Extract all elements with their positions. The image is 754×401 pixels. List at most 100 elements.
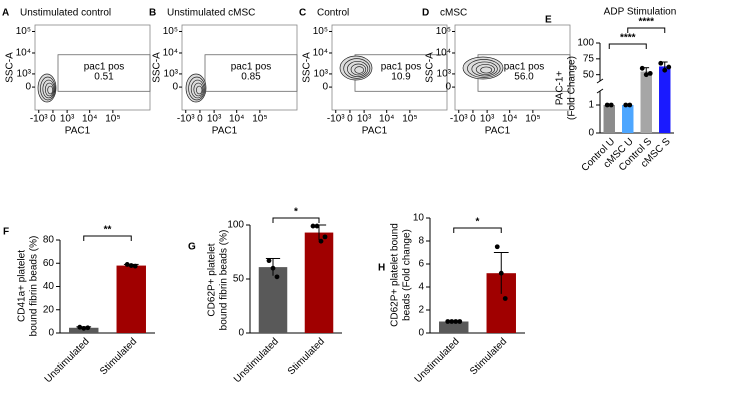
gate [57,54,151,92]
y-axis-label: SSC-A [425,52,436,83]
data-point [658,60,664,66]
contour [188,76,206,101]
y-tick-label: 10⁵ [16,26,31,37]
significance-label: ** [104,225,112,236]
axis-break [596,88,604,94]
y-axis-label: CD62P+ platelet bound [390,223,401,327]
gate-label: pac1 pos [84,61,125,72]
y-tick-label: 10⁴ [16,48,31,59]
data-point [445,319,451,324]
data-point [639,65,645,71]
data-point [623,102,629,108]
y-tick-label: 0 [322,82,328,93]
y-axis-label: SSC-A [5,52,16,83]
y-tick-label: 100 [577,38,594,49]
significance-bracket [453,227,502,233]
y-tick-label: 80 [43,235,55,246]
data-point [132,263,138,269]
y-tick-label: 10 [413,213,425,224]
contour [350,63,367,76]
y-tick-label: 1 [588,100,594,111]
x-tick-label: 10⁴ [229,114,244,125]
y-tick-label: 10⁴ [436,48,451,59]
y-tick-label: 0 [25,82,31,93]
bar [116,265,146,333]
contour [467,59,501,78]
y-tick-label: 50 [233,274,245,285]
contour [343,58,371,79]
panel-letter: E [545,15,552,26]
x-tick-label: 10⁵ [105,114,120,125]
significance-label: **** [620,33,636,44]
y-tick-label: 10⁴ [163,48,178,59]
y-tick-label: 60 [43,258,55,269]
contour [190,79,205,99]
y-tick-label: 10⁵ [436,26,451,37]
y-tick-label: 10³ [314,69,329,80]
x-tick-label: 0 [50,114,56,125]
contour [40,76,56,101]
contour [339,55,373,81]
data-point [453,319,459,324]
x-tick-label: 0 [197,114,203,125]
x-tick-label: -10³ [177,114,195,125]
x-tick-label: 10⁴ [379,114,394,125]
data-point [318,238,324,244]
y-axis-label: bound fibrin beads (%) [29,236,40,337]
data-point [270,265,276,271]
gate-value: 56.0 [514,71,534,82]
x-tick-label: Unstimulated [232,336,281,385]
gate-label: pac1 pos [504,61,545,72]
significance-bracket [608,43,647,49]
y-tick-label: 0 [48,328,54,339]
y-tick-label: 20 [43,304,55,315]
data-point [608,102,614,108]
contour [42,79,55,99]
y-tick-label: 10⁵ [163,26,178,37]
x-tick-label: 10⁵ [252,114,267,125]
data-point [128,263,134,268]
contour [47,85,54,95]
contour [475,64,495,75]
y-tick-label: 100 [227,220,244,231]
gate-label: pac1 pos [381,61,422,72]
data-point [647,71,653,76]
gate-label: pac1 pos [231,61,272,72]
contour [462,56,504,80]
panel-letter: D [422,8,429,19]
bar [439,321,469,333]
data-point [77,324,83,330]
y-axis-label: CD62P+ platelet [207,243,218,316]
x-tick-label: 0 [347,114,353,125]
gate [204,54,298,92]
gate-value: 0.51 [94,71,114,82]
data-point [662,67,668,73]
x-tick-label: Stimulated [468,336,509,377]
significance-label: **** [638,17,654,28]
bar [659,66,671,133]
y-tick-label: 10³ [17,69,32,80]
y-tick-label: 75 [583,53,595,64]
x-tick-label: -10³ [30,114,48,125]
y-axis-label: beads (Fold change) [402,229,413,321]
bar [640,71,652,133]
panel-letter: A [2,8,9,19]
x-tick-label: Unstimulated [413,336,462,385]
panel-title: Control [317,8,349,19]
significance-label: * [476,217,480,228]
y-tick-label: 50 [583,69,595,80]
y-tick-label: 10⁵ [313,26,328,37]
data-point [627,102,633,108]
bar [622,105,634,133]
x-tick-label: 10³ [357,114,372,125]
y-tick-label: 2 [418,305,424,316]
x-tick-label: 10⁵ [525,114,540,125]
contour [193,82,204,97]
significance-label: * [294,207,298,218]
y-tick-label: 40 [43,281,55,292]
panel-title: Unstimulated control [20,8,111,19]
y-tick-label: 8 [418,236,424,247]
data-point [81,325,87,331]
contour [44,82,54,97]
axis-break [596,78,604,84]
